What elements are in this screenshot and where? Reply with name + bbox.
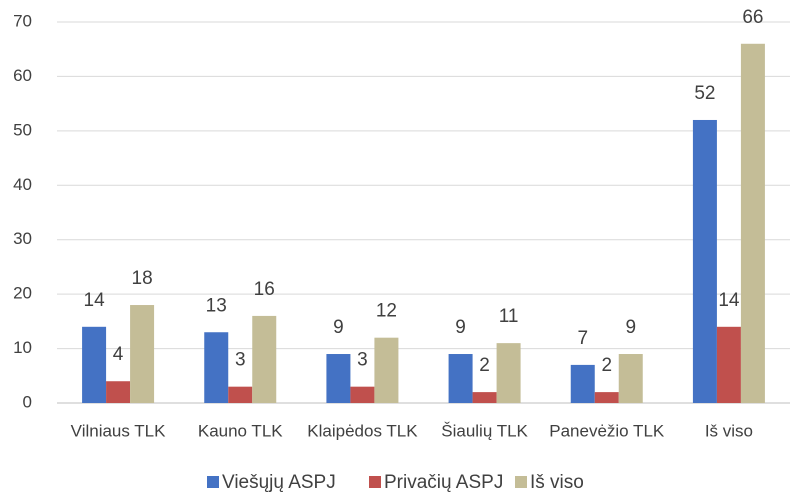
bar — [228, 386, 253, 403]
data-label: 2 — [479, 355, 490, 376]
legend-label: Iš viso — [530, 472, 584, 492]
data-label: 13 — [206, 295, 227, 316]
bar — [716, 326, 741, 403]
y-tick-label: 10 — [13, 338, 32, 357]
bar — [496, 343, 521, 403]
data-label: 3 — [235, 350, 246, 371]
legend-label: Privačių ASPJ — [384, 472, 503, 492]
y-tick-label: 30 — [13, 229, 32, 248]
data-label: 2 — [601, 355, 612, 376]
data-label: 4 — [113, 344, 124, 365]
bar — [130, 305, 155, 403]
data-label: 52 — [694, 83, 715, 104]
bar — [448, 354, 473, 403]
bar — [82, 326, 107, 403]
data-label: 11 — [499, 306, 519, 327]
bar — [106, 381, 131, 403]
bar — [692, 119, 717, 403]
y-tick-label: 60 — [13, 66, 32, 85]
y-tick-label: 50 — [13, 120, 32, 139]
bar — [374, 337, 399, 403]
x-tick-label: Iš viso — [705, 421, 753, 440]
data-label: 9 — [455, 317, 466, 338]
x-tick-label: Vilniaus TLK — [71, 421, 166, 440]
x-tick-label: Panevėžio TLK — [549, 421, 665, 440]
legend-label: Viešųjų ASPJ — [222, 472, 336, 492]
bar — [618, 354, 643, 403]
data-label: 7 — [577, 328, 588, 349]
data-label: 18 — [132, 268, 153, 289]
data-label: 12 — [376, 301, 397, 322]
bar — [594, 392, 619, 403]
data-label: 9 — [333, 317, 344, 338]
y-tick-label: 40 — [13, 175, 32, 194]
bar — [740, 43, 765, 404]
x-tick-label: Klaipėdos TLK — [307, 421, 418, 440]
x-tick-label: Kauno TLK — [198, 421, 283, 440]
bar — [570, 364, 595, 403]
bar — [252, 315, 277, 403]
data-label: 16 — [254, 279, 275, 300]
bar — [350, 386, 375, 403]
legend-swatch — [515, 476, 527, 488]
bar — [204, 332, 229, 403]
data-label: 14 — [84, 290, 106, 311]
y-tick-label: 70 — [13, 11, 32, 30]
data-label: 9 — [625, 317, 636, 338]
y-tick-label: 0 — [23, 392, 32, 411]
bar — [472, 392, 497, 403]
legend-swatch — [207, 476, 219, 488]
data-label: 66 — [742, 7, 763, 28]
data-label: 14 — [718, 290, 740, 311]
bar — [326, 354, 351, 403]
x-tick-label: Šiaulių TLK — [441, 421, 528, 440]
legend-swatch — [369, 476, 381, 488]
y-tick-label: 20 — [13, 284, 32, 303]
data-label: 3 — [357, 350, 368, 371]
